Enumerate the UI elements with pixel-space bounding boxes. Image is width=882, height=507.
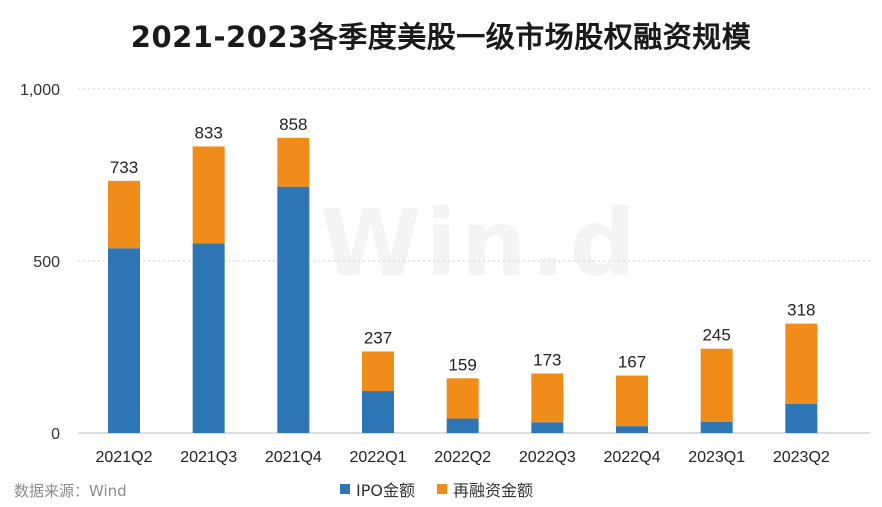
legend-item-refinancing: 再融资金额 xyxy=(436,477,533,501)
x-tick-label: 2023Q2 xyxy=(773,449,830,466)
data-label-total: 833 xyxy=(194,123,222,142)
y-tick-label: 0 xyxy=(51,426,60,443)
data-label-total: 858 xyxy=(279,115,307,134)
x-tick-label: 2023Q1 xyxy=(688,449,745,466)
legend-label-ipo: IPO金额 xyxy=(356,481,415,500)
x-tick-label: 2022Q2 xyxy=(434,449,491,466)
x-tick-label: 2021Q4 xyxy=(265,449,322,466)
data-label-total: 173 xyxy=(533,350,561,369)
bar-ipo xyxy=(108,248,140,433)
bar-refinancing xyxy=(362,351,394,392)
x-tick-label: 2022Q1 xyxy=(350,449,407,466)
x-tick-label: 2022Q4 xyxy=(604,449,661,466)
bar-ipo xyxy=(616,426,648,433)
legend-label-refinancing: 再融资金额 xyxy=(452,481,533,500)
source-note: 数据来源：Wind xyxy=(14,482,127,500)
bar-ipo xyxy=(362,391,394,433)
data-label-total: 318 xyxy=(787,301,815,320)
bar-refinancing xyxy=(785,323,818,404)
x-tick-label: 2022Q3 xyxy=(519,449,576,466)
bar-refinancing xyxy=(616,375,648,427)
bar-ipo xyxy=(700,421,733,433)
legend-swatch-refinancing xyxy=(436,484,447,494)
bar-ipo xyxy=(446,418,479,433)
y-tick-label: 1,000 xyxy=(20,82,60,99)
data-label-total: 167 xyxy=(618,353,646,372)
data-label-total: 237 xyxy=(364,328,392,347)
chart-area: 0 500 1,000 733 2021Q2 833 2021Q3 858 2021Q4 237 2… xyxy=(20,82,870,466)
legend-item-ipo: IPO金额 xyxy=(340,477,415,501)
bar-refinancing xyxy=(531,373,564,423)
x-tick-label: 2021Q2 xyxy=(96,449,153,466)
bar-refinancing xyxy=(446,378,479,419)
bar-refinancing xyxy=(700,348,733,422)
watermark: Win.d xyxy=(320,190,639,297)
data-label-total: 245 xyxy=(702,326,730,345)
bar-refinancing xyxy=(192,146,225,244)
bar-ipo xyxy=(785,403,818,433)
bar-ipo xyxy=(531,422,564,433)
x-tick-label: 2021Q3 xyxy=(180,449,237,466)
legend: IPO金额 再融资金额 xyxy=(340,477,555,501)
data-label-total: 733 xyxy=(110,158,138,177)
bar-refinancing xyxy=(277,137,310,187)
bar-ipo xyxy=(277,186,310,433)
chart-title: 2021-2023各季度美股一级市场股权融资规模 xyxy=(130,20,752,54)
bar-refinancing xyxy=(108,180,140,249)
data-label-total: 159 xyxy=(448,355,476,374)
bar-ipo xyxy=(192,243,225,433)
y-tick-label: 500 xyxy=(33,254,60,271)
legend-swatch-ipo xyxy=(340,484,350,494)
